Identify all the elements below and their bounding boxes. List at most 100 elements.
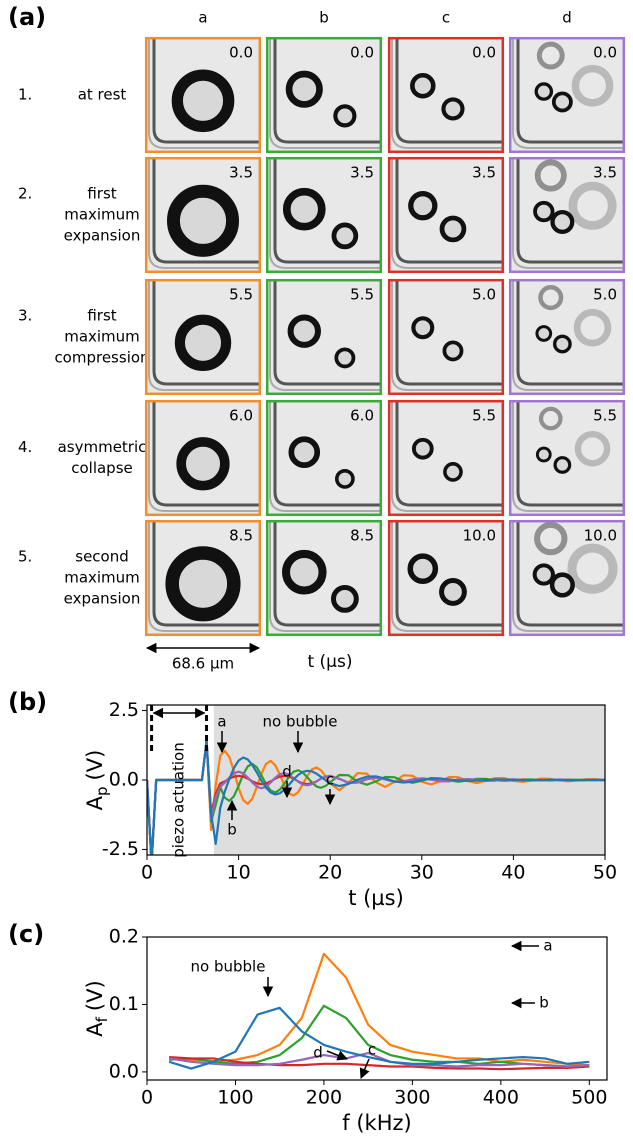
bubble — [568, 181, 617, 230]
annotation-arrow — [359, 1058, 370, 1079]
y-tick-label: 0.0 — [109, 769, 139, 791]
row-label: first — [87, 185, 116, 203]
row-number: 1. — [18, 86, 32, 104]
channel-wall-edge — [391, 159, 502, 269]
row-number: 5. — [18, 548, 32, 566]
annotation: b — [227, 821, 237, 839]
bubble — [573, 308, 612, 347]
x-tick-label: 100 — [217, 1087, 253, 1109]
bubble — [536, 41, 565, 70]
channel-wall-edge — [512, 159, 623, 269]
image-frame — [144, 36, 262, 154]
x-axis-label: f (kHz) — [342, 1111, 411, 1135]
bubble — [441, 97, 465, 121]
y-axis-label-subscript: f — [93, 1016, 111, 1022]
bubble — [410, 72, 436, 99]
bubble — [550, 209, 575, 234]
channel-wall — [516, 402, 623, 507]
image-frame — [144, 156, 262, 274]
row-label: second — [75, 548, 129, 566]
bubble — [333, 104, 357, 128]
panel-label: (a) — [8, 3, 46, 31]
image-frame — [387, 36, 505, 154]
image-frame — [508, 399, 626, 517]
bubble — [287, 314, 321, 348]
annotation-arrow — [326, 1050, 348, 1061]
bubble — [533, 200, 555, 223]
column-label: c — [442, 9, 450, 27]
image-frame — [265, 36, 383, 154]
x-tick-label: 20 — [318, 862, 342, 884]
y-axis-label-subscript: p — [93, 786, 111, 796]
time-label: 0.0 — [350, 44, 374, 62]
image-frame — [144, 519, 262, 637]
image-frame — [387, 399, 505, 517]
image-frame — [508, 519, 626, 637]
row-label: maximum — [64, 328, 140, 346]
image-background — [388, 520, 504, 636]
channel-wall-edge — [512, 402, 623, 512]
y-axis-label-main: A — [83, 1022, 107, 1037]
channel-wall-edge — [512, 39, 623, 149]
channel-wall — [395, 281, 502, 386]
plot-frame — [146, 936, 608, 1081]
annotation: a — [217, 713, 226, 731]
time-label: 3.5 — [593, 164, 617, 182]
x-tick-label: 30 — [410, 862, 434, 884]
row-label: first — [87, 307, 116, 325]
time-label: 6.0 — [229, 407, 253, 425]
bubble — [331, 222, 359, 250]
channel-wall — [516, 281, 623, 386]
annotation: c — [368, 1041, 376, 1059]
bubble — [176, 437, 230, 491]
channel-wall-edge — [269, 39, 380, 149]
row-number: 3. — [18, 307, 32, 325]
channel-wall — [152, 159, 259, 264]
series-line — [169, 1055, 590, 1071]
image-background — [266, 37, 382, 153]
channel-wall — [395, 522, 502, 627]
time-label: 10.0 — [584, 527, 617, 545]
row-label: collapse — [71, 459, 133, 477]
y-axis-label-unit: (V) — [83, 980, 107, 1011]
channel-wall — [273, 522, 380, 627]
bubble — [535, 325, 553, 342]
bubble — [571, 64, 614, 107]
channel-wall-edge — [148, 39, 259, 149]
channel-wall — [516, 522, 623, 627]
time-label: 5.5 — [593, 407, 617, 425]
time-label: 5.5 — [472, 407, 496, 425]
row-label: maximum — [64, 569, 140, 587]
bubble — [411, 316, 435, 340]
bubble — [535, 446, 552, 463]
column-label: a — [198, 9, 207, 27]
image-frame — [265, 156, 383, 274]
channel-wall — [152, 281, 259, 386]
bubble — [330, 584, 359, 613]
y-tick-label: 0.2 — [109, 926, 139, 948]
row-label: asymmetric — [58, 438, 147, 456]
bubble — [538, 285, 564, 311]
row-label: maximum — [64, 206, 140, 224]
channel-wall — [273, 159, 380, 264]
image-background — [388, 157, 504, 273]
y-axis-label-unit: (V) — [83, 750, 107, 781]
panel-label: (c) — [8, 920, 44, 948]
series-line — [168, 1006, 590, 1070]
series-line — [147, 740, 605, 855]
image-frame — [144, 278, 262, 396]
time-label: 0.0 — [229, 44, 253, 62]
channel-wall — [273, 402, 380, 507]
y-tick-label: -2.5 — [102, 838, 139, 860]
bubble — [174, 314, 232, 371]
bubble — [165, 546, 241, 622]
channel-wall-edge — [148, 402, 259, 512]
channel-wall-edge — [148, 159, 259, 269]
actuation-label: piezo actuation — [170, 742, 188, 858]
annotation: a — [543, 937, 552, 955]
bubble — [532, 563, 555, 586]
annotation: no bubble — [191, 958, 266, 976]
bubble — [285, 70, 323, 108]
bubble — [334, 347, 356, 369]
